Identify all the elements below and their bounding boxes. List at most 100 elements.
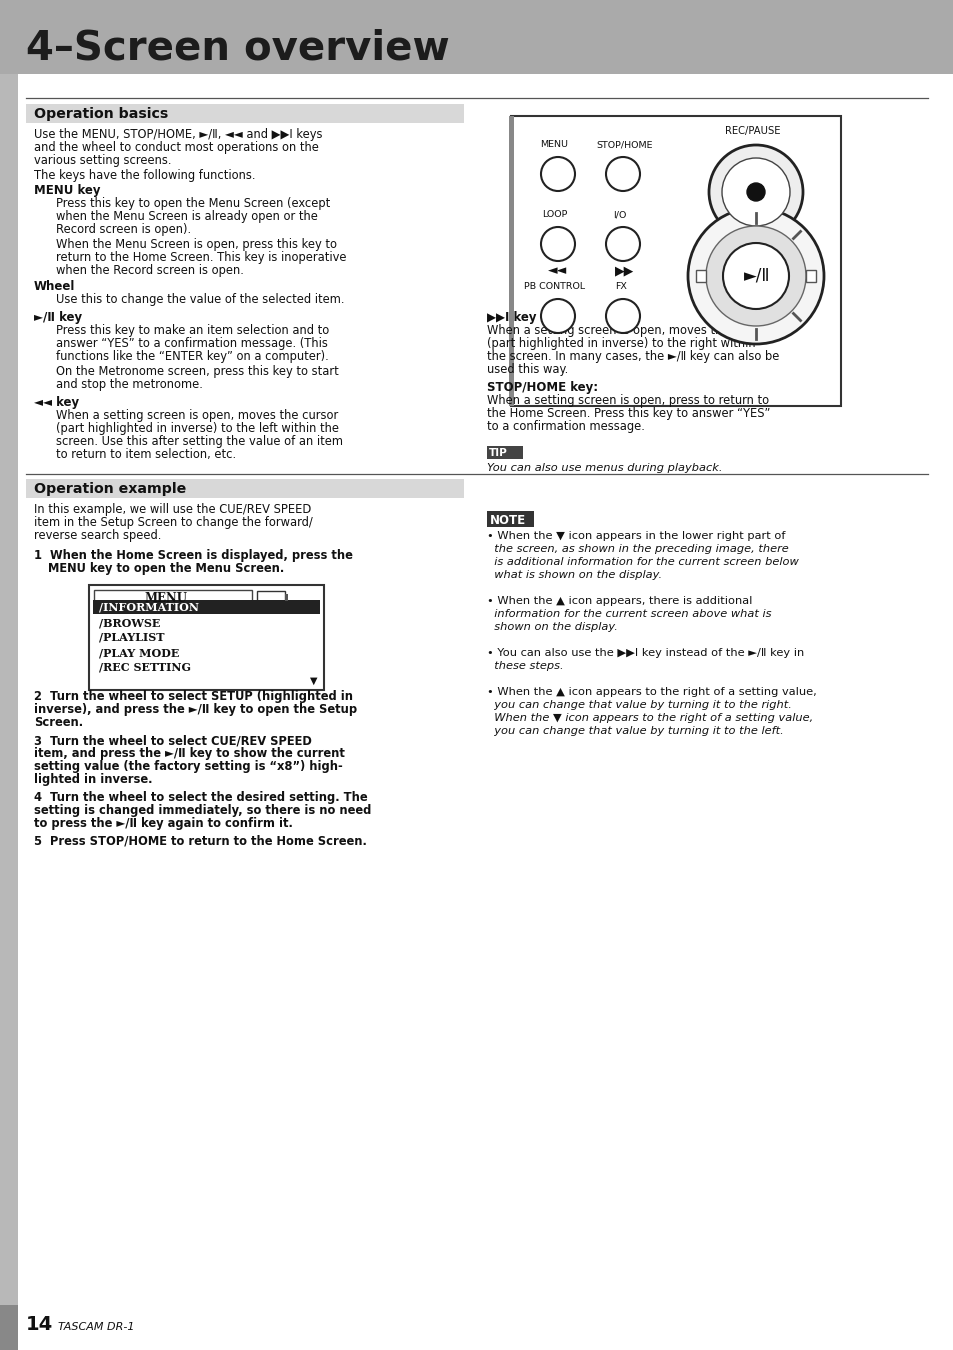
Text: ▶▶: ▶▶: [615, 265, 634, 277]
Circle shape: [605, 157, 639, 190]
Bar: [0, 0, 18, 1350]
Text: MENU key to open the Menu Screen.: MENU key to open the Menu Screen.: [48, 562, 284, 575]
Text: used this way.: used this way.: [486, 363, 568, 377]
Text: 1  When the Home Screen is displayed, press the: 1 When the Home Screen is displayed, pre…: [34, 549, 353, 562]
Text: /PLAYLIST: /PLAYLIST: [99, 632, 164, 643]
Text: you can change that value by turning it to the right.: you can change that value by turning it …: [486, 701, 791, 710]
Circle shape: [708, 144, 802, 239]
Text: setting value (the factory setting is “x8”) high-: setting value (the factory setting is “x…: [34, 760, 342, 774]
Text: ►/Ⅱ: ►/Ⅱ: [743, 267, 770, 285]
Bar: [486, 512, 534, 526]
Text: MENU: MENU: [144, 593, 187, 605]
Text: 3  Turn the wheel to select CUE/REV SPEED: 3 Turn the wheel to select CUE/REV SPEED: [34, 734, 312, 747]
Text: The keys have the following functions.: The keys have the following functions.: [34, 169, 255, 182]
Text: 4  Turn the wheel to select the desired setting. The: 4 Turn the wheel to select the desired s…: [34, 791, 367, 805]
Text: 2  Turn the wheel to select SETUP (highlighted in: 2 Turn the wheel to select SETUP (highli…: [34, 690, 353, 703]
Text: and stop the metronome.: and stop the metronome.: [56, 378, 203, 392]
Text: ►/Ⅱ key: ►/Ⅱ key: [34, 310, 82, 324]
Text: /REC SETTING: /REC SETTING: [99, 662, 191, 674]
Circle shape: [705, 225, 805, 325]
Text: ▼: ▼: [310, 676, 317, 686]
Text: PB CONTROL: PB CONTROL: [523, 282, 584, 292]
Text: NOTE: NOTE: [490, 513, 525, 526]
Text: item in the Setup Screen to change the forward/: item in the Setup Screen to change the f…: [34, 516, 313, 529]
Text: REC/PAUSE: REC/PAUSE: [724, 126, 780, 136]
Text: the screen, as shown in the preceding image, there: the screen, as shown in the preceding im…: [486, 544, 788, 554]
Text: Screen.: Screen.: [34, 716, 83, 729]
Text: ◄◄: ◄◄: [547, 265, 567, 277]
Text: When a setting screen is open, moves the cursor: When a setting screen is open, moves the…: [486, 324, 768, 338]
Circle shape: [540, 157, 575, 190]
Text: setting is changed immediately, so there is no need: setting is changed immediately, so there…: [34, 805, 371, 817]
Text: On the Metronome screen, press this key to start: On the Metronome screen, press this key …: [56, 364, 338, 378]
Circle shape: [540, 227, 575, 261]
Text: screen. Use this after setting the value of an item: screen. Use this after setting the value…: [56, 435, 343, 448]
Text: to return to item selection, etc.: to return to item selection, etc.: [56, 448, 236, 460]
Text: you can change that value by turning it to the left.: you can change that value by turning it …: [486, 726, 783, 736]
Text: return to the Home Screen. This key is inoperative: return to the Home Screen. This key is i…: [56, 251, 346, 265]
Text: 4–Screen overview: 4–Screen overview: [26, 28, 449, 69]
Circle shape: [721, 158, 789, 225]
Bar: [256, 591, 285, 603]
Bar: [94, 590, 252, 606]
Circle shape: [687, 208, 823, 344]
Text: lighted in inverse.: lighted in inverse.: [34, 774, 152, 786]
Text: item, and press the ►/Ⅱ key to show the current: item, and press the ►/Ⅱ key to show the …: [34, 747, 345, 760]
Text: the screen. In many cases, the ►/Ⅱ key can also be: the screen. In many cases, the ►/Ⅱ key c…: [486, 350, 779, 363]
Text: ▶▶I key: ▶▶I key: [486, 310, 536, 324]
Bar: [0, 0, 953, 74]
Text: Press this key to make an item selection and to: Press this key to make an item selection…: [56, 324, 329, 338]
Text: inverse), and press the ►/Ⅱ key to open the Setup: inverse), and press the ►/Ⅱ key to open …: [34, 703, 356, 716]
Text: FX: FX: [615, 282, 626, 292]
Text: these steps.: these steps.: [486, 662, 563, 671]
Text: STOP/HOME key:: STOP/HOME key:: [486, 381, 598, 394]
Bar: [511, 116, 841, 406]
Text: When the ▼ icon appears to the right of a setting value,: When the ▼ icon appears to the right of …: [486, 713, 812, 724]
Bar: [509, 116, 514, 406]
Text: 5  Press STOP/HOME to return to the Home Screen.: 5 Press STOP/HOME to return to the Home …: [34, 836, 367, 848]
Text: I/O: I/O: [613, 211, 626, 219]
Text: when the Menu Screen is already open or the: when the Menu Screen is already open or …: [56, 211, 317, 223]
Text: MENU key: MENU key: [34, 184, 100, 197]
Text: /PLAY MODE: /PLAY MODE: [99, 647, 179, 657]
Bar: [805, 270, 815, 282]
Text: when the Record screen is open.: when the Record screen is open.: [56, 265, 244, 277]
Bar: [486, 446, 522, 459]
Text: STOP/HOME: STOP/HOME: [596, 140, 652, 148]
Bar: [92, 599, 319, 614]
Circle shape: [605, 227, 639, 261]
Text: • You can also use the ▶▶I key instead of the ►/Ⅱ key in: • You can also use the ▶▶I key instead o…: [486, 648, 803, 657]
Text: Press this key to open the Menu Screen (except: Press this key to open the Menu Screen (…: [56, 197, 330, 211]
Text: answer “YES” to a confirmation message. (This: answer “YES” to a confirmation message. …: [56, 338, 328, 350]
Text: /INFORMATION: /INFORMATION: [99, 602, 199, 613]
Text: (part highlighted in inverse) to the left within the: (part highlighted in inverse) to the lef…: [56, 423, 338, 435]
Text: • When the ▲ icon appears, there is additional: • When the ▲ icon appears, there is addi…: [486, 595, 752, 606]
Text: MENU: MENU: [539, 140, 567, 148]
Text: what is shown on the display.: what is shown on the display.: [486, 570, 661, 580]
Text: When a setting screen is open, press to return to: When a setting screen is open, press to …: [486, 394, 768, 406]
Bar: [89, 585, 324, 690]
Bar: [0, 1305, 18, 1350]
Text: TIP: TIP: [489, 448, 507, 459]
Text: Use the MENU, STOP/HOME, ►/Ⅱ, ◄◄ and ▶▶I keys: Use the MENU, STOP/HOME, ►/Ⅱ, ◄◄ and ▶▶I…: [34, 128, 322, 140]
Text: various setting screens.: various setting screens.: [34, 154, 172, 167]
Text: Use this to change the value of the selected item.: Use this to change the value of the sele…: [56, 293, 344, 306]
Text: 14: 14: [26, 1315, 53, 1334]
Circle shape: [540, 298, 575, 333]
Bar: [26, 104, 463, 123]
Text: functions like the “ENTER key” on a computer).: functions like the “ENTER key” on a comp…: [56, 350, 329, 363]
Text: • When the ▼ icon appears in the lower right part of: • When the ▼ icon appears in the lower r…: [486, 531, 784, 541]
Text: Wheel: Wheel: [34, 279, 75, 293]
Text: Record screen is open).: Record screen is open).: [56, 223, 191, 236]
Circle shape: [722, 243, 788, 309]
Circle shape: [605, 298, 639, 333]
Text: TASCAM DR-1: TASCAM DR-1: [58, 1322, 134, 1332]
Text: Operation basics: Operation basics: [34, 107, 168, 122]
Text: LOOP: LOOP: [541, 211, 567, 219]
Text: the Home Screen. Press this key to answer “YES”: the Home Screen. Press this key to answe…: [486, 406, 770, 420]
Bar: [696, 270, 705, 282]
Text: ◄◄ key: ◄◄ key: [34, 396, 79, 409]
Text: • When the ▲ icon appears to the right of a setting value,: • When the ▲ icon appears to the right o…: [486, 687, 816, 697]
Text: to a confirmation message.: to a confirmation message.: [486, 420, 644, 433]
Text: shown on the display.: shown on the display.: [486, 622, 618, 632]
